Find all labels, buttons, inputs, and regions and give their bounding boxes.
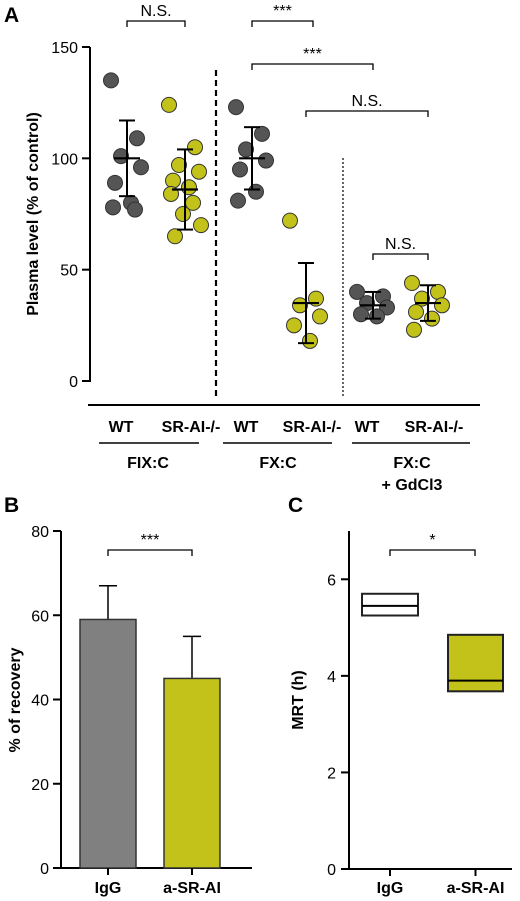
panel-a-data-point: [349, 283, 365, 300]
panel-a-sig-1-bracket: [126, 20, 186, 27]
panel-a-sig-2-label: ***: [273, 3, 292, 20]
panel-c-box: [447, 633, 504, 693]
panel-c-y-axis-label: MRT (h): [290, 670, 307, 730]
panel-a-data-point: [161, 96, 177, 113]
panel-a-category-label: SR-AI-/-: [162, 419, 221, 436]
panel-a-category-label: WT: [234, 419, 259, 436]
panel-a-group-label: FIX:C: [127, 455, 169, 472]
panel-a-data-point: [404, 275, 420, 292]
panel-c-letter: C: [288, 494, 303, 517]
panel-a-data-point: [430, 283, 446, 300]
panel-b-bar: [79, 618, 137, 869]
panel-b-y-axis-label: % of recovery: [7, 647, 24, 752]
panel-a-data-point: [103, 72, 119, 89]
panel-a-y-tick-label: 150: [51, 40, 78, 57]
panel-a-data-point: [238, 141, 254, 158]
panel-a-y-tick-label: 100: [51, 151, 78, 168]
panel-a-y-tick-label: 0: [69, 374, 78, 391]
panel-c-y-tick-label: 0: [327, 862, 336, 879]
panel-a-letter: A: [4, 4, 19, 27]
panel-a-data-point: [258, 152, 274, 169]
panel-a-data-point: [230, 192, 246, 209]
panel-a-data-point: [133, 159, 149, 176]
panel-a-group-label-2: + GdCl3: [382, 477, 443, 494]
panel-b-y-tick-label: 60: [31, 608, 49, 625]
panel-a-data-point: [406, 321, 422, 338]
panel-a-data-point: [286, 317, 302, 334]
panel-c-y-tick-label: 4: [327, 669, 336, 686]
panel-a-data-point: [171, 157, 187, 174]
panel-a-data-point: [165, 172, 181, 189]
panel-a-data-point: [191, 163, 207, 180]
panel-b-y-tick-label: 40: [31, 693, 49, 710]
panel-a-sig-3-bracket: [251, 63, 374, 70]
panel-b-category-label: a-SR-AI: [163, 880, 221, 897]
panel-b-y-tick-label: 20: [31, 777, 49, 794]
panel-b-category-label: IgG: [95, 880, 122, 897]
panel-b-letter: B: [4, 494, 19, 517]
panel-a-data-point: [193, 217, 209, 234]
panel-a-data-point: [353, 306, 369, 323]
panel-a-category-label: SR-AI-/-: [405, 419, 464, 436]
panel-a-data-point: [129, 130, 145, 147]
panel-b-y-tick-label: 80: [31, 524, 49, 541]
panel-c-category-label: IgG: [377, 880, 404, 897]
panel-c-category-label: a-SR-AI: [447, 880, 505, 897]
panel-a-data-point: [187, 139, 203, 156]
panel-c-sig-bracket: [389, 549, 476, 556]
panel-a-data-point: [302, 332, 318, 349]
panel-a-data-point: [282, 212, 298, 229]
panel-b-bar: [163, 677, 221, 869]
panel-a-sig-1-label: N.S.: [140, 3, 171, 20]
panel-a-data-point: [408, 303, 424, 320]
panel-a-y-axis-label: Plasma level (% of control): [25, 112, 42, 316]
panel-a-data-point: [434, 297, 450, 314]
panel-a-sig-4-bracket: [305, 110, 429, 117]
panel-a-data-point: [127, 201, 143, 218]
panel-a-data-point: [167, 228, 183, 245]
panel-a-sig-3-label: ***: [303, 46, 322, 63]
panel-a-group-label: FX:C: [259, 455, 297, 472]
panel-b-y-tick-label: 0: [40, 861, 49, 878]
panel-a-data-point: [175, 206, 191, 222]
panel-a-data-point: [113, 148, 129, 165]
panel-c-box: [361, 592, 419, 617]
panel-a-data-point: [312, 308, 328, 325]
panel-a-data-point: [107, 174, 123, 191]
panel-a-sig-2-bracket: [251, 20, 314, 27]
panel-b-sig-bracket: [107, 549, 193, 556]
panel-a-data-point: [181, 179, 197, 196]
panel-a-sig-4-label: N.S.: [351, 93, 382, 110]
panel-c-y-tick-label: 2: [327, 765, 336, 782]
panel-a-category-label: WT: [355, 419, 380, 436]
panel-a-data-point: [292, 297, 308, 314]
panel-a-y-tick-label: 50: [60, 263, 78, 280]
panel-b-sig-label: ***: [141, 532, 160, 549]
panel-a-sig-5-bracket: [372, 253, 429, 260]
panel-a-group-label: FX:C: [393, 455, 431, 472]
panel-a-category-label: WT: [109, 419, 134, 436]
panel-a-data-point: [379, 299, 395, 316]
panel-a-data-point: [228, 99, 244, 116]
panel-a-data-point: [248, 183, 264, 200]
panel-a-data-point: [424, 310, 440, 327]
panel-a-category-label: SR-AI-/-: [283, 419, 342, 436]
panel-c-y-tick-label: 6: [327, 572, 336, 589]
panel-a-data-point: [254, 125, 270, 142]
panel-a-sig-5-label: N.S.: [385, 236, 416, 253]
panel-c-sig-label: *: [429, 532, 435, 549]
panel-a-data-point: [369, 308, 385, 325]
panel-a-data-point: [105, 199, 121, 216]
panel-a-data-point: [232, 161, 248, 178]
